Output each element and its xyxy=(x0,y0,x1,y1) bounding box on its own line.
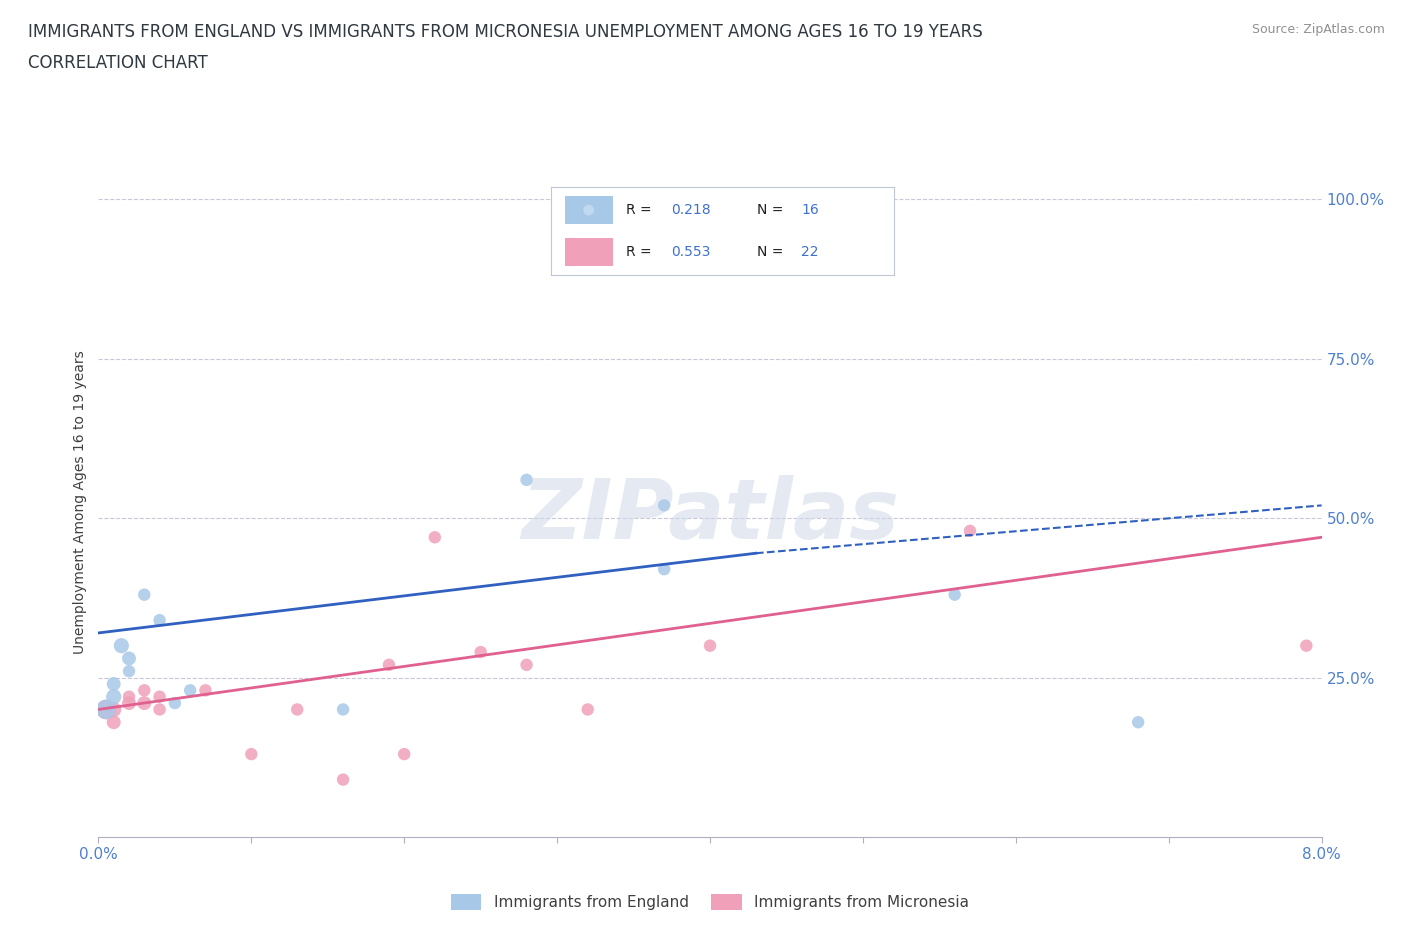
Y-axis label: Unemployment Among Ages 16 to 19 years: Unemployment Among Ages 16 to 19 years xyxy=(73,351,87,654)
Text: CORRELATION CHART: CORRELATION CHART xyxy=(28,54,208,72)
Text: IMMIGRANTS FROM ENGLAND VS IMMIGRANTS FROM MICRONESIA UNEMPLOYMENT AMONG AGES 16: IMMIGRANTS FROM ENGLAND VS IMMIGRANTS FR… xyxy=(28,23,983,41)
Point xyxy=(103,689,125,704)
Point xyxy=(134,683,156,698)
Point xyxy=(149,613,172,628)
Point xyxy=(1295,638,1317,653)
Point xyxy=(194,683,217,698)
Point xyxy=(392,747,416,762)
Point xyxy=(378,658,401,672)
Point xyxy=(943,587,966,602)
Point xyxy=(118,689,141,704)
Point xyxy=(149,702,172,717)
Text: ZIPatlas: ZIPatlas xyxy=(522,475,898,556)
Point xyxy=(576,702,599,717)
Point xyxy=(118,664,141,679)
Point xyxy=(94,702,117,717)
Point xyxy=(652,562,675,577)
Point xyxy=(959,524,981,538)
Point xyxy=(423,530,446,545)
Point xyxy=(103,702,125,717)
Point xyxy=(332,702,354,717)
Point xyxy=(516,472,538,487)
Point xyxy=(179,683,201,698)
Point xyxy=(103,715,125,730)
Point xyxy=(652,498,675,512)
Point xyxy=(103,676,125,691)
Legend: Immigrants from England, Immigrants from Micronesia: Immigrants from England, Immigrants from… xyxy=(444,888,976,916)
Point xyxy=(134,696,156,711)
Point xyxy=(134,587,156,602)
Point xyxy=(118,696,141,711)
Point xyxy=(110,638,132,653)
Point xyxy=(118,651,141,666)
Point xyxy=(1128,715,1150,730)
Point xyxy=(163,696,186,711)
Point xyxy=(240,747,263,762)
Point xyxy=(516,658,538,672)
Point xyxy=(332,772,354,787)
Point xyxy=(149,689,172,704)
Point xyxy=(470,644,492,659)
Point xyxy=(699,638,721,653)
Point xyxy=(94,702,117,717)
Point xyxy=(285,702,308,717)
Text: Source: ZipAtlas.com: Source: ZipAtlas.com xyxy=(1251,23,1385,36)
